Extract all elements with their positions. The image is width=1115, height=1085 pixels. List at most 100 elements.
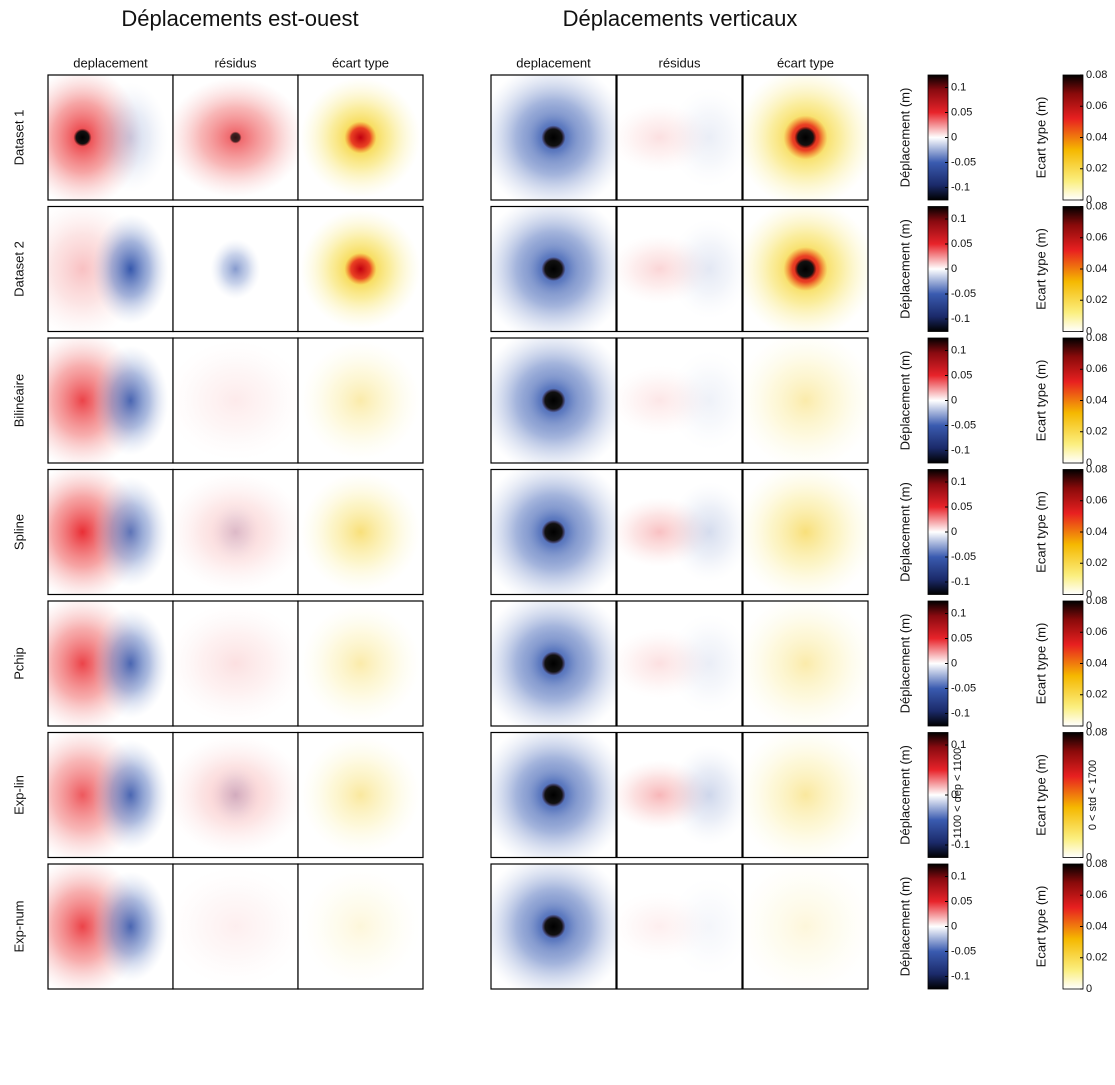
colorbar-tick-label: 0.08 bbox=[1086, 69, 1107, 81]
panel-content bbox=[743, 75, 868, 200]
panel-content bbox=[298, 732, 423, 858]
heatmap-panel bbox=[297, 731, 424, 859]
panel-content bbox=[491, 469, 616, 595]
panel-frame bbox=[297, 337, 424, 464]
heatmap-panel bbox=[616, 731, 743, 859]
colorbar-tick-label: 0 bbox=[1086, 325, 1092, 337]
row-label: Bilinéaire bbox=[11, 374, 26, 427]
column-header: deplacement bbox=[73, 55, 148, 70]
colorbar-label: Ecart type (m) bbox=[1033, 97, 1048, 179]
colorbar-label: Ecart type (m) bbox=[1033, 228, 1048, 310]
heatmap-panel bbox=[742, 337, 869, 464]
blob bbox=[210, 502, 261, 562]
colorbar-tick-label: 0.1 bbox=[951, 213, 966, 225]
panel-content bbox=[491, 75, 616, 200]
colorbar-tick-label: 0.04 bbox=[1086, 657, 1107, 669]
panel-frame bbox=[490, 731, 617, 859]
panel-content bbox=[298, 75, 423, 200]
heatmap-panel bbox=[297, 337, 424, 464]
colorbar-label: Déplacement (m) bbox=[897, 482, 912, 582]
blob bbox=[669, 350, 742, 451]
blob bbox=[300, 340, 421, 461]
column-header: deplacement bbox=[516, 55, 591, 70]
panel-content bbox=[48, 338, 173, 463]
colorbar-tick-label: 0 bbox=[1086, 588, 1092, 600]
blob bbox=[300, 735, 421, 855]
panel-frame bbox=[616, 337, 743, 464]
colorbar-tick-label: 0 bbox=[951, 789, 957, 801]
heatmap-panel bbox=[47, 337, 174, 464]
panel-frame bbox=[616, 468, 743, 596]
row-label: Pchip bbox=[11, 647, 26, 680]
heatmap-panel bbox=[297, 468, 424, 596]
colorbar-tick-label: -0.1 bbox=[951, 576, 970, 588]
panel-content bbox=[617, 338, 742, 463]
colorbar-tick-label: 0.08 bbox=[1086, 595, 1107, 607]
colorbar-tick-label: -0.1 bbox=[951, 181, 970, 193]
heatmap-panel bbox=[172, 863, 299, 990]
blob bbox=[210, 239, 261, 299]
blob bbox=[794, 126, 817, 149]
panel-frame bbox=[742, 731, 869, 859]
colorbar-tick-label: -0.05 bbox=[951, 156, 976, 168]
panel-frame bbox=[616, 731, 743, 859]
panel-content bbox=[617, 864, 742, 989]
column-header: écart type bbox=[777, 55, 834, 70]
panel-content bbox=[491, 732, 616, 858]
heatmap-panel bbox=[490, 468, 617, 596]
colorbar-tick-label: 0.05 bbox=[951, 369, 972, 381]
colorbar-tick-label: 0.06 bbox=[1086, 232, 1107, 244]
colorbar-tick-label: 0 bbox=[1086, 983, 1092, 995]
panel-content bbox=[617, 601, 742, 726]
colorbar-tick-label: 0.08 bbox=[1086, 858, 1107, 870]
panel-content bbox=[617, 732, 742, 858]
panel-frame bbox=[490, 337, 617, 464]
panel-frame bbox=[297, 863, 424, 990]
heatmap-panel bbox=[742, 468, 869, 596]
heatmap-panel bbox=[172, 731, 299, 859]
heatmap-panel bbox=[47, 74, 174, 201]
colorbar-tick-label: 0 bbox=[1086, 851, 1092, 863]
colorbar-tick-label: -0.1 bbox=[951, 313, 970, 325]
colorbar-tick-label: 0.04 bbox=[1086, 526, 1107, 538]
blob bbox=[743, 601, 868, 726]
colorbar-label: Déplacement (m) bbox=[897, 745, 912, 845]
panel-content bbox=[48, 469, 173, 595]
blob bbox=[541, 520, 566, 544]
blob bbox=[669, 219, 742, 319]
heatmap-panel bbox=[490, 600, 617, 727]
title: Déplacements est-ouest bbox=[121, 6, 358, 31]
panel-frame bbox=[490, 74, 617, 201]
heatmap-panel bbox=[616, 74, 743, 201]
colorbar-label: Déplacement (m) bbox=[897, 877, 912, 977]
colorbar-tick-label: 0 bbox=[951, 920, 957, 932]
heatmap-panel bbox=[297, 863, 424, 990]
row-label: Dataset 2 bbox=[11, 241, 26, 297]
panel-content bbox=[743, 469, 868, 595]
panel-frame bbox=[490, 468, 617, 596]
heatmap-panel bbox=[297, 74, 424, 201]
heatmap-panel bbox=[47, 468, 174, 596]
blob bbox=[229, 131, 242, 144]
heatmap-panel bbox=[490, 337, 617, 464]
blob bbox=[173, 340, 298, 461]
blob bbox=[743, 338, 868, 463]
colorbar-tick-label: 0.05 bbox=[951, 501, 972, 513]
panel-content bbox=[48, 732, 173, 858]
colorbar-label: Ecart type (m) bbox=[1033, 886, 1048, 968]
panel-content bbox=[491, 601, 616, 726]
blob bbox=[300, 472, 421, 592]
heatmap-panel bbox=[490, 731, 617, 859]
panel-frame bbox=[742, 74, 869, 201]
panel-frame bbox=[297, 205, 424, 333]
heatmap-panel bbox=[47, 731, 174, 859]
colorbar-tick-label: 0.1 bbox=[951, 344, 966, 356]
colorbar-label: Ecart type (m) bbox=[1033, 360, 1048, 442]
blob bbox=[173, 603, 298, 724]
blob bbox=[344, 121, 377, 154]
blob bbox=[92, 214, 169, 324]
panel-content bbox=[491, 338, 616, 463]
colorbar-tick-label: 0.02 bbox=[1086, 557, 1107, 569]
colorbar-label: Déplacement (m) bbox=[897, 614, 912, 714]
